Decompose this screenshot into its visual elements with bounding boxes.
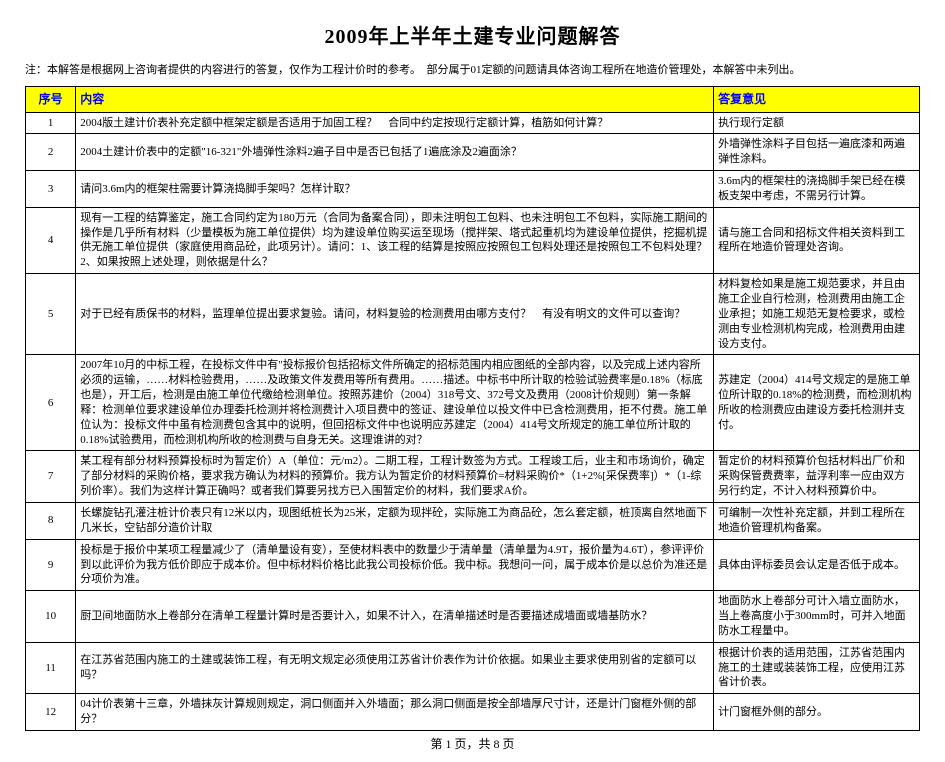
cell-num: 1: [26, 112, 76, 134]
table-row: 10 厨卫间地面防水上卷部分在清单工程量计算时是否要计入，如果不计入，在清单描述…: [26, 591, 920, 643]
cell-answer: 3.6m内的框架柱的浇捣脚手架已经在模板支架中考虑，不需另行计算。: [714, 171, 920, 208]
table-row: 2 2004土建计价表中的定额"16-321"外墙弹性涂料2遍子目中是否已包括了…: [26, 134, 920, 171]
cell-content: 在江苏省范围内施工的土建或装饰工程，有无明文规定必须使用江苏省计价表作为计价依据…: [76, 642, 714, 694]
cell-answer: 苏建定（2004）414号文规定的是施工单位所计取的0.18%的检测费，而检测机…: [714, 355, 920, 451]
cell-num: 8: [26, 502, 76, 539]
table-row: 1 2004版土建计价表补充定额中框架定额是否适用于加固工程？ 合同中约定按现行…: [26, 112, 920, 134]
qa-table: 序号 内容 答复意见 1 2004版土建计价表补充定额中框架定额是否适用于加固工…: [25, 86, 920, 731]
header-num: 序号: [26, 87, 76, 112]
cell-answer: 具体由评标委员会认定是否低于成本。: [714, 539, 920, 591]
table-row: 7 某工程有部分材料预算投标时为暂定价）A（单位：元/m2）。二期工程，工程计数…: [26, 451, 920, 503]
cell-num: 4: [26, 207, 76, 273]
page-footer: 第 1 页，共 8 页: [25, 735, 920, 752]
cell-content: 04计价表第十三章，外墙抹灰计算规则规定，洞口侧面并入外墙面；那么洞口侧面是按全…: [76, 694, 714, 731]
table-row: 11 在江苏省范围内施工的土建或装饰工程，有无明文规定必须使用江苏省计价表作为计…: [26, 642, 920, 694]
cell-content: 2007年10月的中标工程，在投标文件中有"投标报价包括招标文件所确定的招标范围…: [76, 355, 714, 451]
cell-num: 2: [26, 134, 76, 171]
cell-answer: 外墙弹性涂料子目包括一遍底漆和两遍弹性涂料。: [714, 134, 920, 171]
table-row: 5 对于已经有质保书的材料，监理单位提出要求复验。请问，材料复验的检测费用由哪方…: [26, 274, 920, 355]
cell-answer: 计门窗框外侧的部分。: [714, 694, 920, 731]
cell-num: 5: [26, 274, 76, 355]
cell-content: 2004土建计价表中的定额"16-321"外墙弹性涂料2遍子目中是否已包括了1遍…: [76, 134, 714, 171]
cell-answer: 可编制一次性补充定额，并到工程所在地造价管理机构备案。: [714, 502, 920, 539]
cell-answer: 地面防水上卷部分可计入墙立面防水，当上卷高度小于300mm时，可并入地面防水工程…: [714, 591, 920, 643]
header-content: 内容: [76, 87, 714, 112]
header-answer: 答复意见: [714, 87, 920, 112]
cell-answer: 暂定价的材料预算价包括材料出厂价和采购保管费费率，益浮利率一应由双方另行约定，不…: [714, 451, 920, 503]
cell-content: 厨卫间地面防水上卷部分在清单工程量计算时是否要计入，如果不计入，在清单描述时是否…: [76, 591, 714, 643]
cell-num: 9: [26, 539, 76, 591]
cell-content: 投标是于报价中某项工程量减少了（清单量设有变），至使材料表中的数量少于清单量（清…: [76, 539, 714, 591]
cell-content: 长螺旋钻孔灌注桩计价表只有12米以内，现图纸桩长为25米，定额为现拌砼，实际施工…: [76, 502, 714, 539]
cell-answer: 材料复检如果是施工规范要求，并且由施工企业自行检测，检测费用由施工企业承担；如施…: [714, 274, 920, 355]
cell-content: 请问3.6m内的框架柱需要计算浇捣脚手架吗？怎样计取？: [76, 171, 714, 208]
note-text: 注：本解答是根据网上咨询者提供的内容进行的答复，仅作为工程计价时的参考。 部分属…: [25, 63, 920, 78]
cell-content: 某工程有部分材料预算投标时为暂定价）A（单位：元/m2）。二期工程，工程计数签为…: [76, 451, 714, 503]
cell-content: 2004版土建计价表补充定额中框架定额是否适用于加固工程？ 合同中约定按现行定额…: [76, 112, 714, 134]
table-row: 12 04计价表第十三章，外墙抹灰计算规则规定，洞口侧面并入外墙面；那么洞口侧面…: [26, 694, 920, 731]
table-row: 6 2007年10月的中标工程，在投标文件中有"投标报价包括招标文件所确定的招标…: [26, 355, 920, 451]
cell-num: 7: [26, 451, 76, 503]
cell-answer: 执行现行定额: [714, 112, 920, 134]
cell-num: 11: [26, 642, 76, 694]
cell-content: 对于已经有质保书的材料，监理单位提出要求复验。请问，材料复验的检测费用由哪方支付…: [76, 274, 714, 355]
cell-num: 12: [26, 694, 76, 731]
cell-answer: 请与施工合同和招标文件相关资料到工程所在地造价管理处咨询。: [714, 207, 920, 273]
cell-answer: 根据计价表的适用范围，江苏省范围内施工的土建或装装饰工程，应使用江苏省计价表。: [714, 642, 920, 694]
cell-num: 10: [26, 591, 76, 643]
table-header-row: 序号 内容 答复意见: [26, 87, 920, 112]
table-row: 3 请问3.6m内的框架柱需要计算浇捣脚手架吗？怎样计取？ 3.6m内的框架柱的…: [26, 171, 920, 208]
page-title: 2009年上半年土建专业问题解答: [25, 20, 920, 49]
cell-num: 3: [26, 171, 76, 208]
table-row: 4 现有一工程的结算鉴定，施工合同约定为180万元（合同为备案合同），即未注明包…: [26, 207, 920, 273]
table-row: 9 投标是于报价中某项工程量减少了（清单量设有变），至使材料表中的数量少于清单量…: [26, 539, 920, 591]
table-row: 8 长螺旋钻孔灌注桩计价表只有12米以内，现图纸桩长为25米，定额为现拌砼，实际…: [26, 502, 920, 539]
cell-num: 6: [26, 355, 76, 451]
cell-content: 现有一工程的结算鉴定，施工合同约定为180万元（合同为备案合同），即未注明包工包…: [76, 207, 714, 273]
